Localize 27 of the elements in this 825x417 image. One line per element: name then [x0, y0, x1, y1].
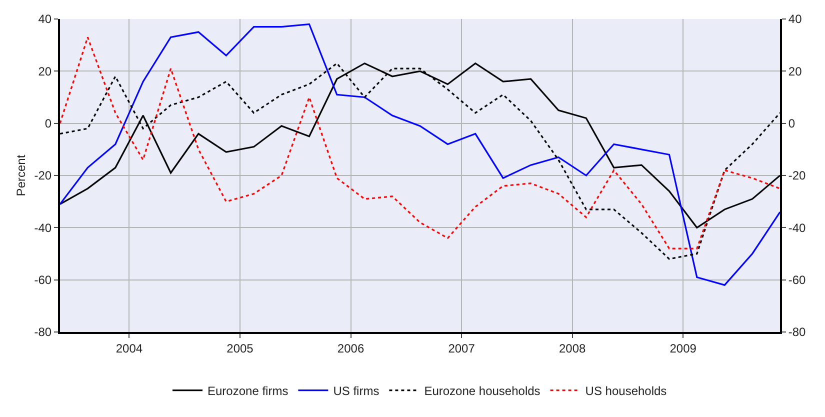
- legend-label: US households: [585, 384, 667, 398]
- y-tick-label: 0: [44, 116, 52, 131]
- x-tick-label: 2006: [337, 341, 364, 356]
- legend-label: Eurozone firms: [208, 384, 288, 398]
- y2-tick-label: -80: [788, 325, 806, 340]
- x-tick-label: 2007: [448, 341, 476, 356]
- y-tick-label: -80: [34, 325, 52, 340]
- x-tick-label: 2009: [670, 341, 697, 356]
- x-tick-label: 2004: [116, 341, 143, 356]
- y2-tick-label: 0: [788, 116, 796, 131]
- legend-label: US firms: [333, 384, 380, 398]
- y2-tick-label: -40: [788, 220, 806, 235]
- y2-tick-label: -20: [788, 168, 806, 183]
- y-tick-label: -60: [34, 273, 52, 288]
- y-tick-label: -20: [34, 168, 52, 183]
- y-axis-title: Percent: [14, 154, 28, 196]
- x-tick-label: 2008: [558, 341, 586, 356]
- y-tick-label: -40: [34, 220, 52, 235]
- y2-tick-label: 20: [788, 64, 802, 78]
- legend-label: Eurozone households: [424, 384, 540, 398]
- y-tick-label: 20: [38, 64, 52, 78]
- y-tick-label: 40: [38, 12, 52, 26]
- line-series: [60, 23, 780, 286]
- x-tick-label: 2005: [226, 341, 254, 356]
- y2-tick-label: 40: [788, 12, 802, 26]
- line-series: [60, 36, 780, 250]
- y2-tick-label: -60: [788, 273, 806, 288]
